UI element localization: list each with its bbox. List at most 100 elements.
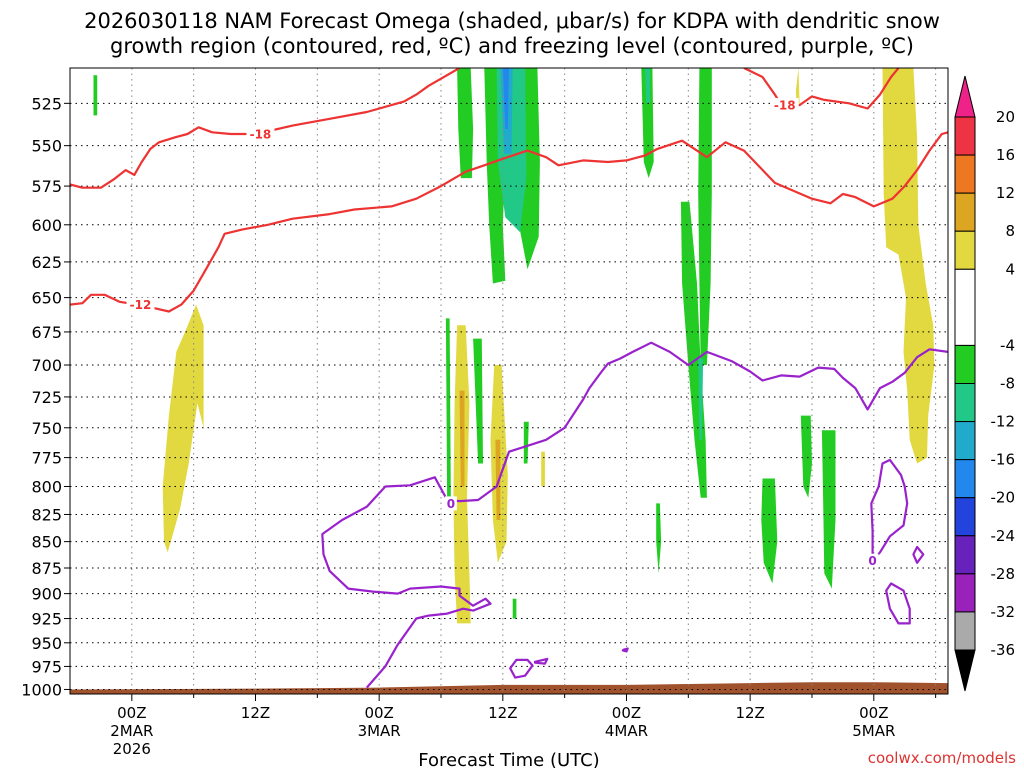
y-tick-label: 650: [31, 289, 62, 308]
y-tick-label: 825: [31, 505, 62, 524]
contour-label: 0: [868, 554, 876, 568]
y-tick-label: 750: [31, 419, 62, 438]
colorbar-tick-label: -20: [991, 489, 1016, 507]
y-tick-label: 850: [31, 533, 62, 552]
chart-title-line-2: growth region (contoured, red, ºC) and f…: [110, 34, 914, 58]
colorbar-tick-label: -28: [991, 565, 1016, 583]
contour-label-bg: [126, 297, 155, 312]
x-tick-label: 00Z: [859, 704, 888, 722]
colorbar-tick-label: -24: [991, 527, 1016, 545]
omega-area-1: [162, 304, 204, 553]
contour-label-bg: [246, 126, 275, 141]
contour-line-5: [533, 657, 549, 665]
y-tick-label: 975: [31, 657, 62, 676]
colorbar-top-arrow: [954, 75, 976, 118]
omega-area-7: [502, 68, 509, 129]
colorbar-tick-label: -32: [991, 603, 1016, 621]
omega-area-9: [645, 68, 650, 104]
colorbar-tick-label: -36: [991, 641, 1016, 659]
y-tick-label: 725: [31, 388, 62, 407]
colorbar-band-1: [954, 154, 976, 194]
contour-line-6: [621, 647, 629, 653]
omega-shading-layer: [93, 68, 935, 624]
colorbar-tick-label: -4: [1000, 336, 1015, 354]
omega-area-16: [459, 390, 465, 487]
y-axis: 525 550 575 600 625 650 675 700 725 750 775 800 825 8…: [21, 94, 70, 699]
colorbar-band-10: [954, 535, 976, 575]
contour-line-1: [743, 68, 900, 110]
colorbar-tick-label: -12: [991, 413, 1016, 431]
x-tick-label: 2026: [113, 740, 151, 758]
colorbar-tick-label: 20: [996, 108, 1015, 126]
y-tick-label: 875: [31, 559, 62, 578]
contour-label: -12: [130, 298, 152, 312]
omega-area-8: [641, 68, 654, 179]
y-tick-label: 925: [31, 610, 62, 629]
y-tick-label: 575: [31, 177, 62, 196]
grid-lines: [70, 68, 948, 694]
colorbar-bottom-arrow: [954, 649, 976, 692]
omega-area-11: [698, 68, 712, 365]
colorbar-band-3: [954, 230, 976, 270]
credit-link[interactable]: coolwx.com/models: [868, 749, 1016, 767]
x-tick-label: 00Z: [364, 704, 393, 722]
omega-area-14: [882, 68, 935, 464]
y-tick-label: 900: [31, 585, 62, 604]
y-tick-label: 800: [31, 477, 62, 496]
contour-line-0: [70, 68, 461, 189]
plot-frame: [69, 67, 949, 695]
colorbar-tick-label: 12: [996, 184, 1015, 202]
contour-label: 0: [447, 497, 455, 511]
contour-layer: -18 -18 -12 0 0: [70, 68, 948, 689]
colorbar-band-0: [954, 116, 976, 156]
omega-area-19: [541, 451, 545, 487]
x-tick-label: 00Z: [117, 704, 146, 722]
colorbar-band-12: [954, 611, 976, 651]
colorbar-tick-label: 16: [996, 146, 1015, 164]
omega-area-2: [457, 68, 474, 179]
omega-area-22: [523, 421, 529, 464]
omega-area-27: [821, 430, 836, 589]
y-tick-label: 675: [31, 323, 62, 342]
omega-area-23: [512, 598, 517, 619]
x-tick-label: 4MAR: [605, 722, 648, 740]
omega-area-0: [93, 75, 98, 116]
x-tick-label: 12Z: [241, 704, 270, 722]
omega-area-20: [445, 318, 451, 509]
contour-line-7: [870, 458, 909, 562]
colorbar: 20 16 12 8 4 -4 -8 -12 -16 -20 -24 -28 -32 -36: [954, 75, 1016, 692]
colorbar-band-2: [954, 192, 976, 232]
colorbar-tick-label: -16: [991, 451, 1016, 469]
x-tick-label: 2MAR: [110, 722, 153, 740]
terrain-layer: [70, 682, 948, 694]
contour-line-3: [321, 341, 948, 689]
x-tick-label: 5MAR: [852, 722, 895, 740]
colorbar-tick-label: 4: [1005, 260, 1015, 278]
omega-area-25: [761, 478, 778, 584]
y-tick-label: 1000: [21, 680, 62, 699]
omega-area-12: [698, 358, 704, 440]
colorbar-tick-label: -8: [1000, 375, 1015, 393]
omega-area-26: [800, 415, 812, 498]
colorbar-band-5: [954, 344, 976, 384]
x-tick-label: 12Z: [488, 704, 517, 722]
contour-label-bg: [444, 496, 457, 511]
y-tick-label: 950: [31, 634, 62, 653]
x-tick-label: 00Z: [612, 704, 641, 722]
y-tick-label: 600: [31, 216, 62, 235]
contour-line-9: [885, 582, 911, 625]
colorbar-band-7: [954, 421, 976, 461]
contour-line-8: [912, 545, 925, 564]
colorbar-band-8: [954, 459, 976, 499]
contour-line-4: [509, 658, 534, 679]
contour-label: -18: [250, 127, 272, 141]
contour-label-bg: [866, 553, 879, 568]
x-tick-label: 12Z: [735, 704, 764, 722]
terrain-fill: [70, 682, 948, 694]
contour-label-bg: [770, 98, 799, 113]
colorbar-band-11: [954, 573, 976, 613]
contour-label: -18: [774, 99, 796, 113]
plot-area: -18 -18 -12 0 0: [69, 67, 949, 695]
y-tick-label: 775: [31, 449, 62, 468]
